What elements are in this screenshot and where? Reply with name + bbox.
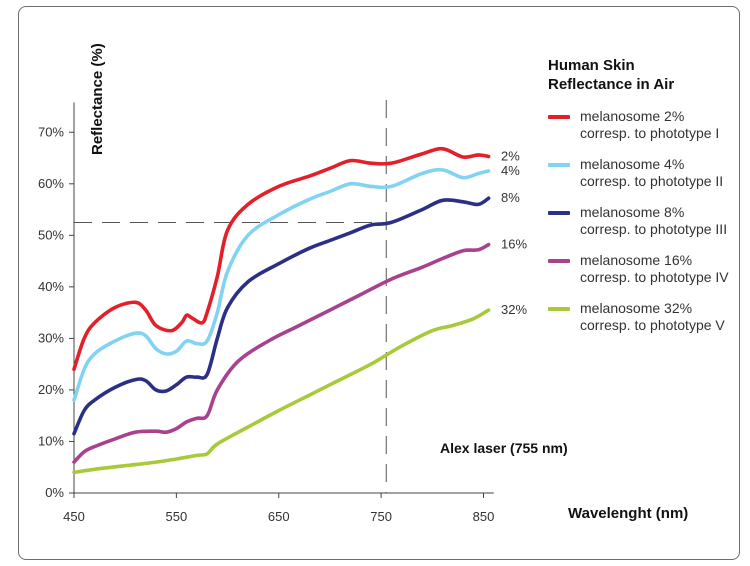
y-tick-label: 50%	[38, 227, 64, 242]
x-tick-label: 750	[370, 509, 392, 524]
series-end-label: 32%	[501, 302, 527, 317]
legend-swatch	[548, 163, 570, 167]
legend-label: melanosome 8%	[580, 204, 685, 220]
series-line-4	[72, 308, 491, 475]
series-end-label: 16%	[501, 237, 527, 252]
legend-sublabel: corresp. to phototype I	[580, 125, 720, 141]
series-line-1	[72, 167, 491, 402]
x-tick-label: 450	[63, 509, 85, 524]
legend: Human Skin Reflectance in Air melanosome…	[548, 56, 743, 334]
legend-item: melanosome 4% corresp. to phototype II	[548, 156, 743, 190]
chart-frame	[18, 6, 740, 560]
y-axis-title: Reflectance (%)	[89, 43, 106, 155]
y-tick-label: 30%	[38, 330, 64, 345]
y-tick-label: 70%	[38, 124, 64, 139]
x-tick-label: 850	[473, 509, 495, 524]
legend-swatch	[548, 211, 570, 215]
series-line-0	[72, 146, 491, 372]
legend-label: melanosome 4%	[580, 156, 685, 172]
legend-item: melanosome 8% corresp. to phototype III	[548, 204, 743, 238]
legend-swatch	[548, 115, 570, 119]
x-tick-label: 650	[268, 509, 290, 524]
series-line-2	[72, 196, 491, 436]
legend-sublabel: corresp. to phototype IV	[580, 269, 729, 285]
legend-sublabel: corresp. to phototype II	[580, 173, 724, 189]
legend-title-line-2: Reflectance in Air	[548, 76, 675, 93]
series-end-label: 2%	[501, 148, 520, 163]
y-tick-label: 0%	[45, 485, 64, 500]
legend-item: melanosome 2% corresp. to phototype I	[548, 108, 743, 142]
series-lines	[72, 146, 491, 475]
legend-label: melanosome 32%	[580, 300, 693, 316]
y-tick-label: 20%	[38, 382, 64, 397]
laser-annotation: Alex laser (755 nm)	[440, 440, 568, 456]
legend-sublabel: corresp. to phototype III	[580, 221, 728, 237]
legend-swatch	[548, 259, 570, 263]
legend-label: melanosome 16%	[580, 252, 693, 268]
legend-item: melanosome 32% corresp. to phototype V	[548, 300, 743, 334]
legend-swatch	[548, 307, 570, 311]
series-end-label: 8%	[501, 190, 520, 205]
legend-sublabel: corresp. to phototype V	[580, 317, 725, 333]
series-end-labels: 2%4% 8% 16% 32%	[501, 148, 527, 317]
x-tick-label: 550	[166, 509, 188, 524]
legend-item: melanosome 16% corresp. to phototype IV	[548, 252, 743, 286]
series-line-3	[72, 242, 491, 464]
y-tick-label: 60%	[38, 176, 64, 191]
x-axis-title: Wavelenght (nm)	[568, 505, 688, 522]
y-tick-label: 40%	[38, 279, 64, 294]
y-tick-label: 10%	[38, 433, 64, 448]
legend-title-line-1: Human Skin	[548, 57, 635, 74]
series-end-label: 4%	[501, 163, 520, 178]
axes: 0% 10% 20% 30% 40% 50% 60% 70% 450 550 650 750 850	[38, 102, 495, 524]
legend-label: melanosome 2%	[580, 108, 685, 124]
